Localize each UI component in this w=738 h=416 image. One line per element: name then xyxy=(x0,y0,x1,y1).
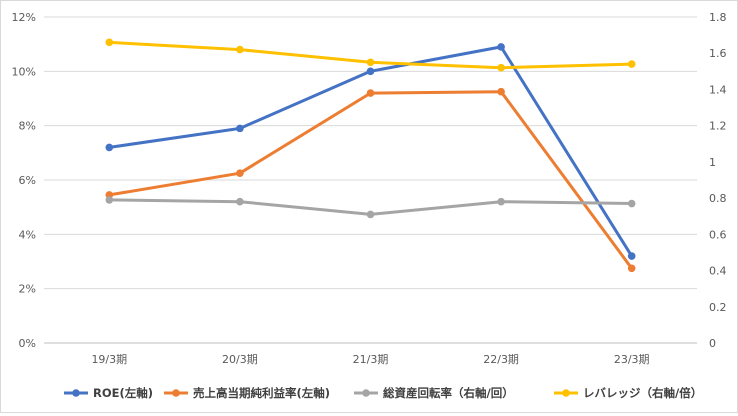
data-point xyxy=(497,197,505,206)
legend-marker xyxy=(362,389,370,397)
data-point xyxy=(236,169,244,178)
data-point xyxy=(627,252,636,260)
left-axis-tick-label: 0% xyxy=(19,337,36,350)
series-group xyxy=(105,87,636,273)
right-axis-tick-label: 0 xyxy=(709,337,716,350)
series-group xyxy=(105,196,636,219)
series-group xyxy=(105,38,636,72)
right-axis-tick-label: 0.2 xyxy=(709,301,727,314)
series-line xyxy=(107,45,634,258)
data-point xyxy=(236,45,244,54)
legend-item: 総資産回転率（右軸/回） xyxy=(354,386,514,400)
left-axis-tick-label: 10% xyxy=(12,65,36,78)
data-point xyxy=(105,196,114,204)
right-axis-tick-label: 0.4 xyxy=(709,265,727,278)
legend-marker xyxy=(562,389,570,397)
legend-label: 売上高当期純利益率(左軸) xyxy=(193,386,330,400)
x-axis-tick-label: 21/3期 xyxy=(353,353,389,366)
data-point xyxy=(105,143,114,152)
legend-item: 売上高当期純利益率(左軸) xyxy=(164,386,330,400)
data-point xyxy=(627,264,636,273)
x-axis-ticks: 19/3期 20/3期 21/3期 22/3期 23/3期 xyxy=(91,353,649,366)
left-axis-ticks: 0% 2% 4% 6% 8% 10% 12% xyxy=(12,11,36,350)
x-axis-tick-label: 22/3期 xyxy=(483,353,519,366)
right-axis-tick-label: 0.8 xyxy=(709,192,727,205)
series-lines xyxy=(105,38,636,273)
data-point xyxy=(236,197,244,206)
legend-item: ROE(左軸) xyxy=(64,386,153,400)
data-point xyxy=(627,199,636,208)
left-axis-tick-label: 2% xyxy=(19,283,36,296)
right-axis-tick-label: 1.6 xyxy=(709,47,727,60)
right-axis-tick-label: 0.6 xyxy=(709,228,727,241)
legend-label: レバレッジ（右軸/倍） xyxy=(583,386,702,400)
data-point xyxy=(366,210,375,219)
data-point xyxy=(497,63,505,72)
data-point xyxy=(366,58,375,67)
legend-marker xyxy=(72,389,80,397)
data-point xyxy=(366,67,375,76)
data-point xyxy=(627,60,636,68)
left-axis-tick-label: 12% xyxy=(12,11,36,24)
legend-label: 総資産回転率（右軸/回） xyxy=(383,386,514,400)
right-axis-ticks: 0 0.2 0.4 0.6 0.8 1 1.2 1.4 1.6 1.8 xyxy=(709,11,727,350)
legend-item: レバレッジ（右軸/倍） xyxy=(554,386,702,400)
legend-label: ROE(左軸) xyxy=(93,386,153,400)
x-axis-tick-label: 19/3期 xyxy=(91,353,127,366)
data-point xyxy=(497,43,505,51)
series-group xyxy=(105,43,636,260)
right-axis-tick-label: 1.8 xyxy=(709,11,727,24)
data-point xyxy=(366,89,375,97)
left-axis-tick-label: 8% xyxy=(19,120,36,133)
data-point xyxy=(236,124,244,133)
data-point xyxy=(497,87,505,96)
legend: ROE(左軸) 売上高当期純利益率(左軸) 総資産回転率（右軸/回） レバレッジ（右軸… xyxy=(64,386,702,400)
legend-marker xyxy=(172,389,180,397)
x-axis-tick-label: 20/3期 xyxy=(222,353,258,366)
x-axis-tick-label: 23/3期 xyxy=(614,353,650,366)
right-axis-tick-label: 1.4 xyxy=(709,83,727,96)
right-axis-tick-label: 1.2 xyxy=(709,120,727,133)
left-axis-tick-label: 6% xyxy=(19,174,36,187)
left-axis-tick-label: 4% xyxy=(19,228,36,241)
data-point xyxy=(105,38,114,47)
right-axis-tick-label: 1 xyxy=(709,156,716,169)
